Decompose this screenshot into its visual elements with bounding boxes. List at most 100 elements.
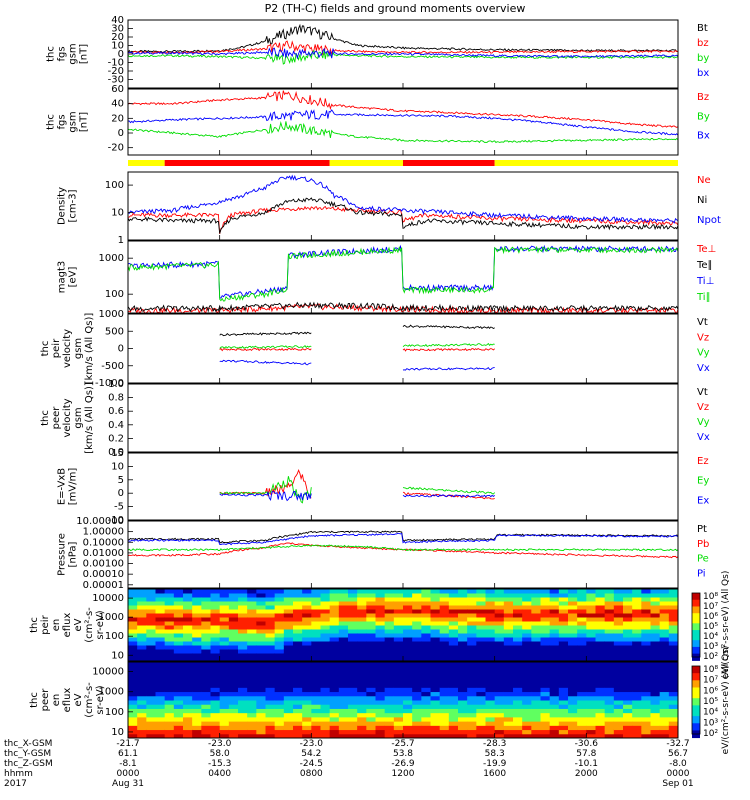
spectrogram-cell [586, 674, 596, 680]
spectrogram-cell [595, 613, 606, 618]
spectrogram-cell [632, 621, 642, 626]
spectrogram-cell [183, 617, 193, 622]
spectrogram-cell [650, 678, 661, 684]
spectrogram-cell [329, 629, 340, 634]
spectrogram-cell [146, 683, 156, 688]
y-tick-label: 60 [111, 84, 124, 95]
spectrogram-cell [320, 601, 331, 606]
spectrogram-cell [421, 633, 431, 638]
spectrogram-cell [375, 641, 386, 646]
spectrogram-cell [320, 708, 331, 714]
spectrogram-cell [366, 678, 376, 684]
spectrogram-cell [228, 613, 239, 618]
spectrogram-cell [540, 617, 551, 622]
spectrogram-cell [366, 691, 376, 697]
spectrogram-cell [604, 605, 615, 610]
spectrogram-cell [393, 609, 404, 614]
spectrogram-cell [393, 683, 404, 688]
spectrogram-cell [164, 601, 175, 606]
spectrogram-cell [192, 609, 202, 614]
spectrogram-cell [577, 649, 587, 654]
spectrogram-cell [302, 621, 312, 626]
mode-bar-segment [329, 160, 403, 166]
spectrogram-cell [137, 683, 147, 688]
spectrogram-cell [192, 683, 202, 688]
spectrogram-cell [329, 729, 340, 735]
spectrogram-cell [549, 704, 560, 709]
spectrogram-cell [329, 613, 340, 618]
spectrogram-cell [476, 729, 486, 735]
spectrogram-cell [549, 662, 560, 667]
x-row-value: 1200 [392, 769, 415, 779]
spectrogram-cell [210, 721, 221, 726]
spectrogram-cell [430, 617, 441, 622]
spectrogram-cell [228, 683, 239, 688]
spectrogram-cell [128, 609, 138, 614]
colorbar-segment [692, 606, 700, 611]
spectrogram-cell [522, 653, 532, 658]
spectrogram-cell [192, 666, 202, 671]
spectrogram-cell [393, 716, 404, 722]
spectrogram-cell [503, 716, 514, 722]
spectrogram-cell [467, 609, 477, 614]
spectrogram-cell [659, 716, 670, 722]
spectrogram-cell [366, 621, 376, 626]
colorbar-label: eV/(cm²-s-sr-eV) (All Qs) [721, 646, 731, 755]
spectrogram-cell [366, 637, 376, 642]
spectrogram-cell [595, 666, 606, 671]
colorbar-label: eV/(cm²-s-sr-eV) (All Qs) [721, 571, 731, 680]
spectrogram-cell [421, 625, 431, 630]
spectrogram-cell [623, 641, 633, 646]
spectrogram-cell [522, 649, 532, 654]
y-axis-label-line: (cm²-s- [84, 607, 95, 643]
spectrogram-cell [311, 609, 321, 614]
spectrogram-cell [467, 589, 477, 594]
spectrogram-cell [568, 687, 578, 693]
x-row-label: 2017 [4, 779, 27, 789]
spectrogram-cell [393, 653, 404, 658]
spectrogram-cell [173, 687, 184, 693]
spectrogram-cell [448, 597, 459, 602]
spectrogram-cell [228, 601, 239, 606]
spectrogram-cell [458, 670, 468, 676]
spectrogram-cell [274, 629, 285, 634]
spectrogram-cell [384, 678, 395, 684]
spectrogram-cell [458, 645, 468, 650]
spectrogram-cell [320, 678, 331, 684]
spectrogram-cell [201, 712, 211, 718]
y-tick-label: 0.10000 [83, 537, 124, 548]
legend-label: Vt [697, 317, 708, 328]
spectrogram-cell [613, 670, 624, 676]
spectrogram-cell [329, 625, 340, 630]
spectrogram-cell [311, 621, 321, 626]
spectrogram-cell [228, 653, 239, 658]
spectrogram-cell [302, 683, 312, 688]
spectrogram-cell [210, 662, 221, 667]
spectrogram-cell [228, 725, 239, 731]
legend-label: Ti⊥ [696, 276, 714, 287]
spectrogram-cell [357, 589, 367, 594]
spectrogram-cell [348, 662, 358, 667]
spectrogram-cell [128, 589, 138, 594]
spectrogram-cell [375, 645, 386, 650]
spectrogram-cell [448, 670, 459, 676]
spectrogram-cell [247, 666, 257, 671]
spectrogram-cell [228, 687, 239, 693]
spectrogram-cell [494, 621, 505, 626]
spectrogram-cell [201, 621, 211, 626]
spectrogram-cell [439, 725, 450, 731]
spectrogram-cell [531, 712, 541, 718]
spectrogram-cell [439, 729, 450, 735]
spectrogram-cell [568, 691, 578, 697]
spectrogram-cell [458, 613, 468, 618]
spectrogram-cell [430, 678, 441, 684]
spectrogram-cell [586, 683, 596, 688]
spectrogram-cell [467, 605, 477, 610]
spectrogram-cell [623, 637, 633, 642]
spectrogram-cell [137, 716, 147, 722]
spectrogram-cell [604, 691, 615, 697]
spectrogram-cell [128, 645, 138, 650]
x-row-value: Sep 01 [662, 779, 693, 789]
legend-label: Vz [697, 402, 709, 413]
spectrogram-cell [531, 704, 541, 709]
